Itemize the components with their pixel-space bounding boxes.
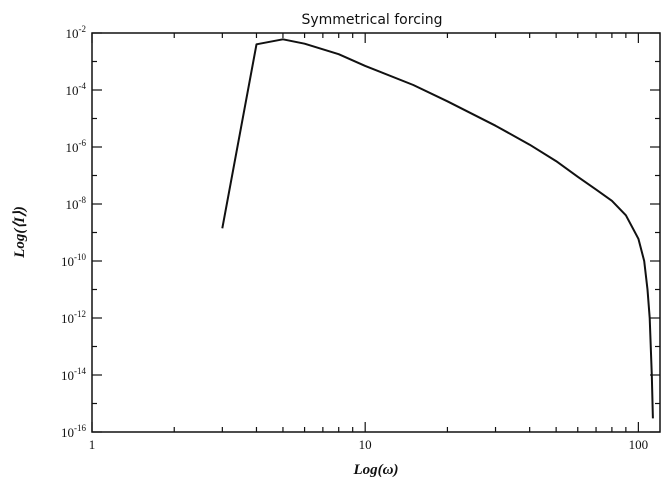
series-line bbox=[221, 38, 654, 419]
y-tick-exponent: -8 bbox=[79, 195, 87, 205]
x-tick-label: 10 bbox=[359, 437, 372, 452]
plot-frame bbox=[91, 32, 661, 433]
y-tick-exponent: -16 bbox=[74, 423, 86, 433]
y-tick-exponent: -6 bbox=[79, 138, 87, 148]
y-tick-exponent: -4 bbox=[79, 81, 87, 91]
y-tick-exponent: -14 bbox=[74, 366, 86, 376]
y-tick-label: 10-6 bbox=[66, 138, 87, 155]
y-tick-label: 10-4 bbox=[66, 81, 87, 98]
y-tick-base: 10 bbox=[61, 368, 74, 383]
y-tick-exponent: -10 bbox=[74, 252, 86, 262]
y-axis-label: Log(⟨I⟩) bbox=[12, 206, 28, 259]
y-tick-base: 10 bbox=[66, 83, 79, 98]
y-tick-label: 10-14 bbox=[61, 366, 86, 383]
y-tick-base: 10 bbox=[66, 197, 79, 212]
y-tick-exponent: -2 bbox=[79, 24, 87, 34]
x-tick-label: 1 bbox=[89, 437, 96, 452]
chart-title: Symmetrical forcing bbox=[301, 12, 442, 28]
y-tick-label: 10-16 bbox=[61, 423, 86, 440]
tick-labels: 1 10 10010-210-410-610-810-1010-1210-1410-… bbox=[61, 24, 648, 452]
y-tick-exponent: -12 bbox=[74, 309, 86, 319]
y-tick-label: 10-12 bbox=[61, 309, 86, 326]
y-tick-base: 10 bbox=[61, 425, 74, 440]
y-tick-base: 10 bbox=[66, 26, 79, 41]
y-tick-base: 10 bbox=[61, 311, 74, 326]
y-tick-label: 10-2 bbox=[66, 24, 87, 41]
y-tick-label: 10-10 bbox=[61, 252, 86, 269]
x-tick-label: 100 bbox=[629, 437, 649, 452]
y-tick-label: 10-8 bbox=[66, 195, 87, 212]
axis-ticks bbox=[91, 32, 660, 433]
x-axis-label: Log(ω) bbox=[353, 462, 399, 478]
y-tick-base: 10 bbox=[61, 254, 74, 269]
y-tick-base: 10 bbox=[66, 140, 79, 155]
